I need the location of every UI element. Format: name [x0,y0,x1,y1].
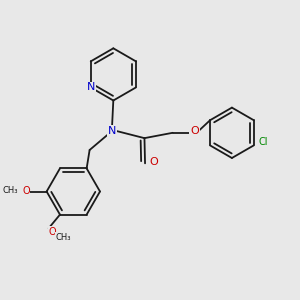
Text: O: O [22,186,30,196]
Text: Cl: Cl [259,137,268,147]
Text: O: O [49,227,56,237]
Text: N: N [108,126,116,136]
Text: O: O [190,126,199,136]
Text: CH₃: CH₃ [2,186,18,195]
Text: CH₃: CH₃ [56,233,71,242]
Text: O: O [149,157,158,167]
Text: N: N [86,82,95,92]
